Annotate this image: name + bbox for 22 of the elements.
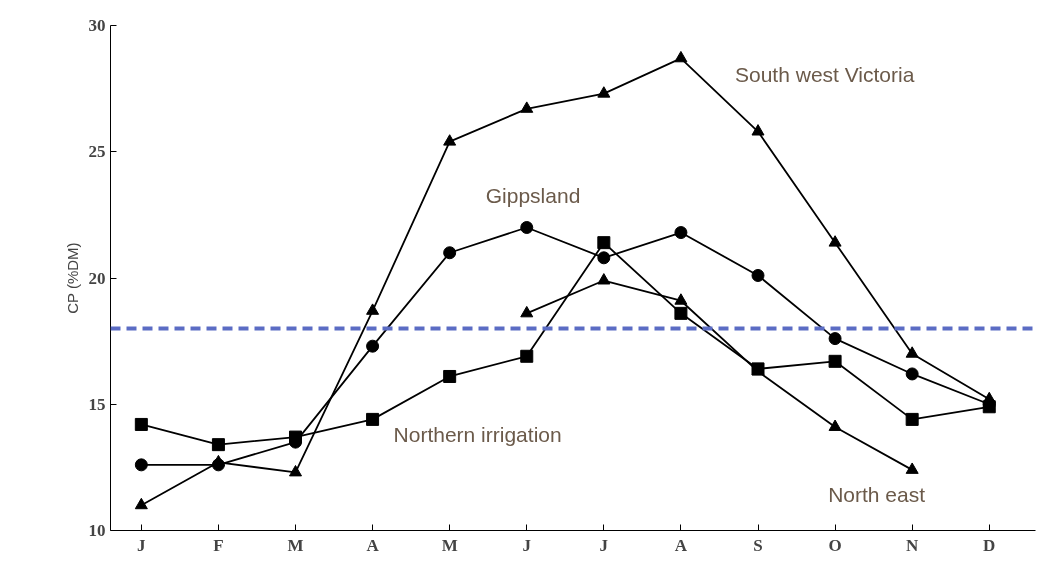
x-tick-label: J xyxy=(137,535,147,555)
x-tick-label: N xyxy=(906,535,920,555)
y-tick-label: 10 xyxy=(88,521,106,540)
x-tick-label: J xyxy=(599,535,609,555)
series-label: Gippsland xyxy=(485,184,581,207)
y-tick-label: 25 xyxy=(88,142,106,162)
y-tick-label: 20 xyxy=(88,268,106,288)
x-tick-label: M xyxy=(287,535,304,555)
x-tick-label: S xyxy=(753,535,763,555)
y-tick-label: 30 xyxy=(88,16,106,35)
y-axis-title: CP (%DM) xyxy=(63,242,81,314)
series-label: North east xyxy=(828,483,926,507)
x-tick-label: D xyxy=(983,535,996,555)
x-tick-label: O xyxy=(828,535,842,555)
y-tick-label: 15 xyxy=(88,394,106,414)
x-tick-label: J xyxy=(522,535,532,555)
series-label: South west Victoria xyxy=(735,63,915,87)
series-label: Northern irrigation xyxy=(393,422,562,446)
x-tick-label: M xyxy=(441,535,458,555)
x-tick-label: F xyxy=(213,535,224,555)
x-tick-label: A xyxy=(366,535,380,555)
x-tick-label: A xyxy=(674,535,688,555)
